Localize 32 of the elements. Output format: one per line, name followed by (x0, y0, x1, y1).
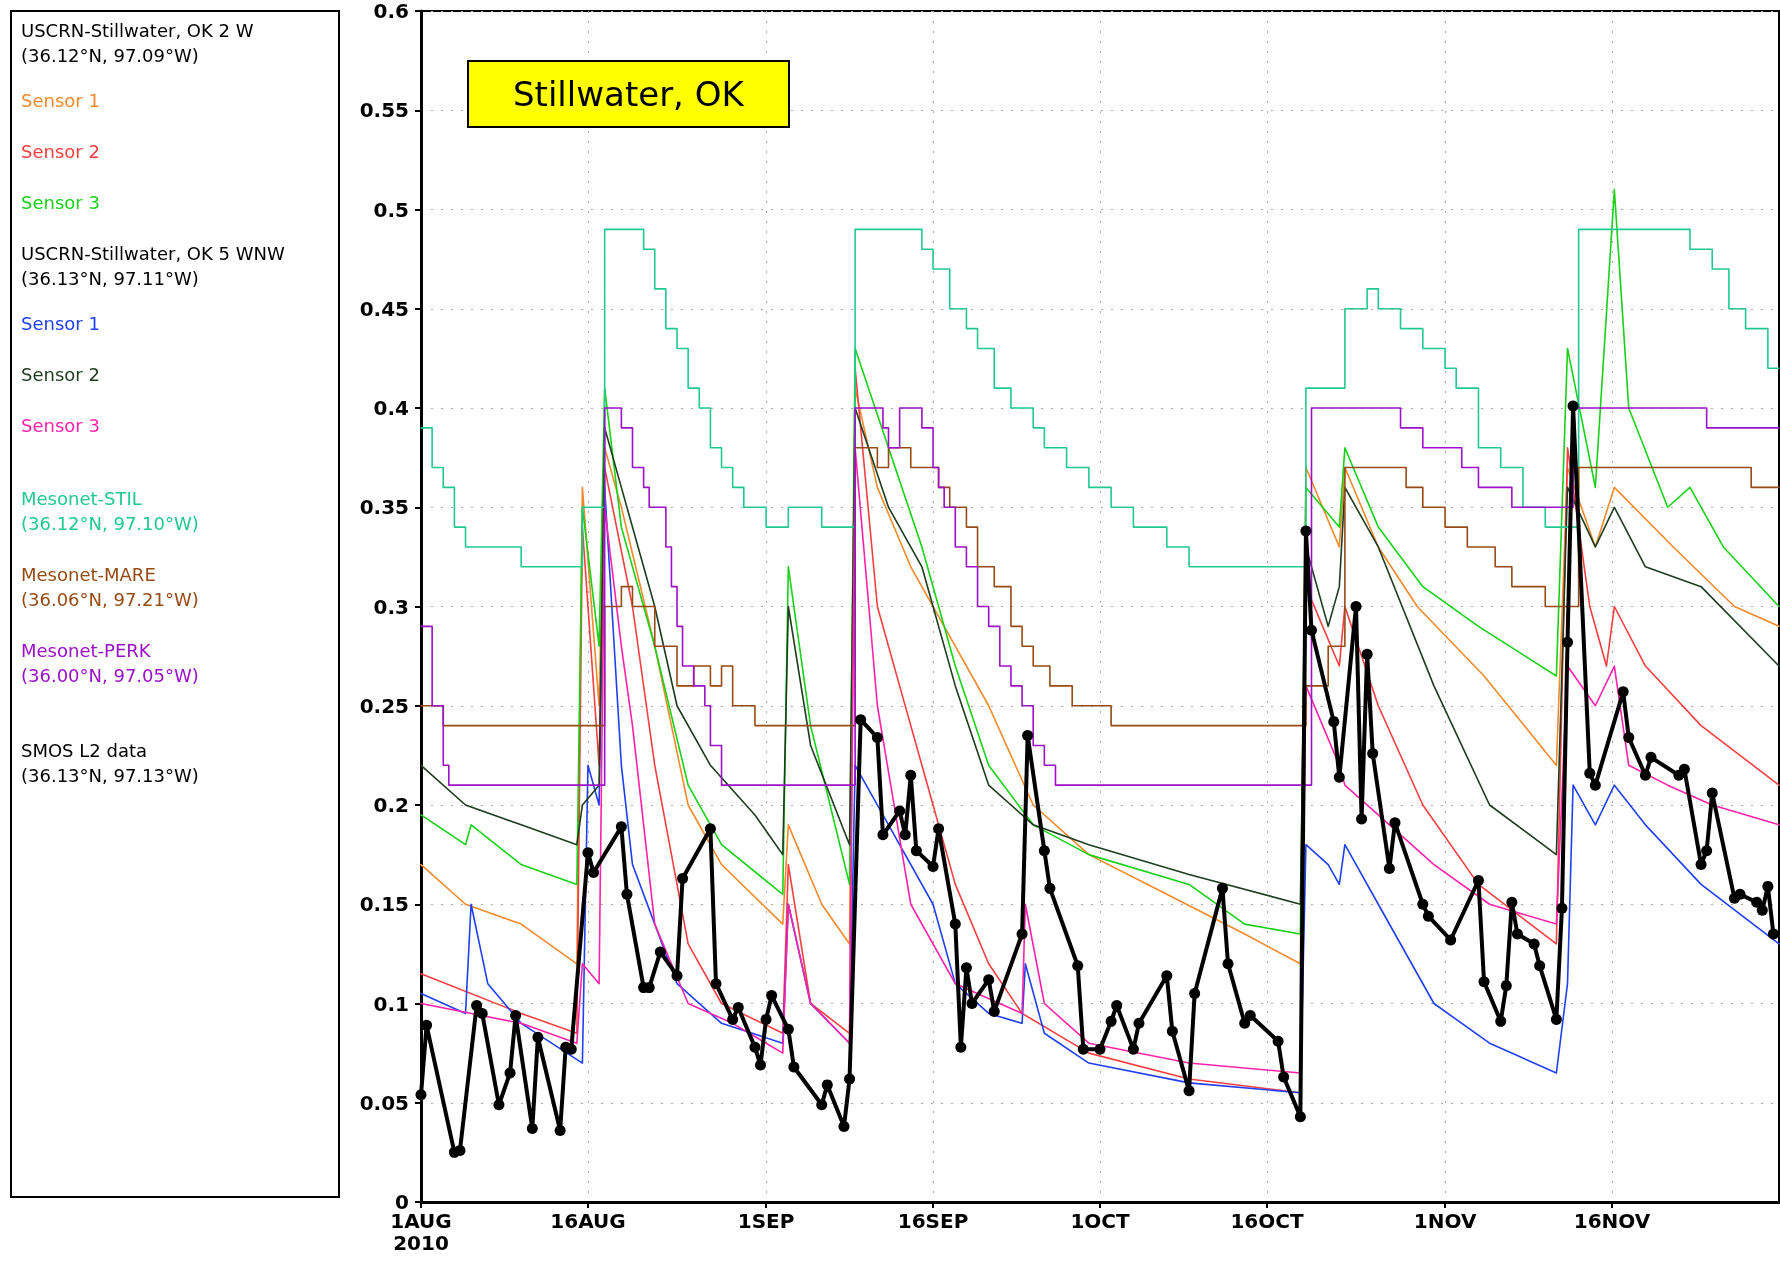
text: Mesonet-MARE (36.06°N, 97.21°W) (21, 563, 200, 612)
y-tick-label: 0.1 (373, 991, 409, 1016)
y-tick-label: 0.2 (373, 793, 409, 817)
y-tick-label: 0.15 (359, 892, 409, 917)
text: Sensor 3 (21, 191, 101, 215)
y-tick-label: 0.6 (373, 0, 409, 23)
y-tick-label: 0.45 (359, 296, 409, 321)
text: Sensor 1 (21, 312, 101, 336)
x-tick-label: 16NOV (1573, 1209, 1651, 1233)
text: Mesonet-STIL (36.12°N, 97.10°W) (21, 487, 200, 536)
y-tick-label: 0.35 (359, 495, 409, 520)
y-tick-label: 0.05 (359, 1090, 409, 1115)
y-tick-label: 0.3 (373, 594, 409, 619)
text: Mesonet-PERK (36.00°N, 97.05°W) (21, 639, 200, 688)
x-tick-label: 1SEP (737, 1209, 795, 1233)
text: Sensor 3 (21, 414, 101, 438)
y-tick-label: 0.4 (373, 396, 409, 420)
x-tick-label: 1NOV (1413, 1209, 1477, 1233)
x-tick-label: 16OCT (1230, 1209, 1304, 1233)
x-tick-label: 16AUG (550, 1209, 626, 1233)
text: USCRN-Stillwater, OK 2 W (36.12°N, 97.09°W) (21, 19, 255, 68)
y-tick-label: 0.25 (359, 693, 409, 718)
text: Sensor 2 (21, 363, 101, 387)
text: Stillwater, OK (467, 60, 790, 128)
y-tick-label: 0.55 (359, 98, 409, 123)
y-tick-label: 0.5 (373, 197, 409, 222)
x-tick-label: 1OCT (1070, 1209, 1130, 1233)
text: Sensor 1 (21, 89, 101, 113)
text: SMOS L2 data (36.13°N, 97.13°W) (21, 739, 200, 788)
x-tick-label: 16SEP (897, 1209, 969, 1233)
text: USCRN-Stillwater, OK 5 WNW (36.13°N, 97.11°W) (21, 242, 286, 291)
text: Sensor 2 (21, 140, 101, 164)
